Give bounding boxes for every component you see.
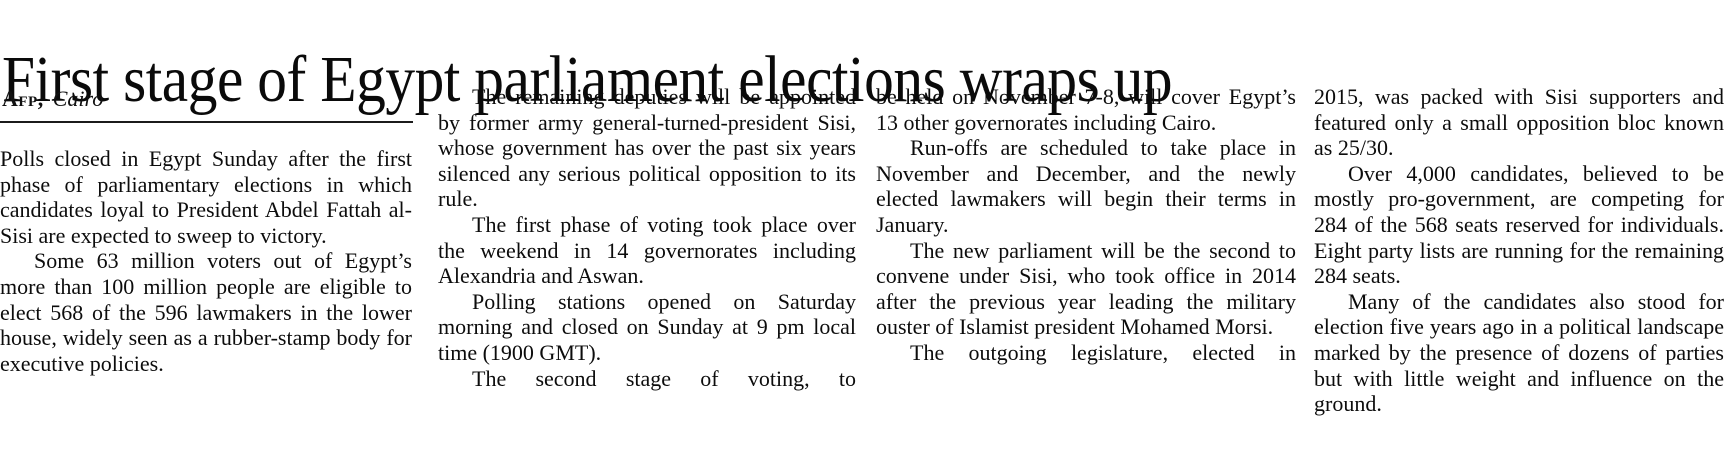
paragraph: be held on November 7-8, will cover Egyp… xyxy=(876,84,1296,135)
article-column-2: The remaining deputies will be appointed… xyxy=(438,84,856,391)
paragraph: Run-offs are scheduled to take place in … xyxy=(876,135,1296,237)
paragraph: Polls closed in Egypt Sunday after the f… xyxy=(0,146,412,248)
article-column-4: 2015, was packed with Sisi supporters an… xyxy=(1314,84,1724,417)
byline-agency: Afp, xyxy=(2,86,44,111)
paragraph: The outgoing legislature, elected in xyxy=(910,339,1296,365)
paragraph: Over 4,000 candidates, believed to be mo… xyxy=(1314,160,1724,289)
article-headline: First stage of Egypt parliament election… xyxy=(2,43,1173,117)
paragraph: The new parliament will be the second to… xyxy=(876,237,1296,340)
paragraph: Some 63 million voters out of Egypt’s mo… xyxy=(0,248,412,376)
byline-location: Cairo xyxy=(52,86,104,111)
byline-divider xyxy=(0,121,413,123)
article-column-3: be held on November 7-8, will cover Egyp… xyxy=(876,84,1296,366)
paragraph: Polling stations opened on Saturday morn… xyxy=(438,288,856,365)
byline: Afp, Cairo xyxy=(2,86,103,112)
paragraph: 2015, was packed with Sisi supporters an… xyxy=(1314,84,1724,161)
article-column-1: Polls closed in Egypt Sunday after the f… xyxy=(0,146,412,376)
paragraph: The remaining deputies will be appointed… xyxy=(438,84,856,212)
paragraph: The second stage of voting, to xyxy=(472,365,856,391)
paragraph: The first phase of voting took place ove… xyxy=(438,211,856,289)
paragraph: Many of the candidates also stood for el… xyxy=(1314,288,1724,417)
